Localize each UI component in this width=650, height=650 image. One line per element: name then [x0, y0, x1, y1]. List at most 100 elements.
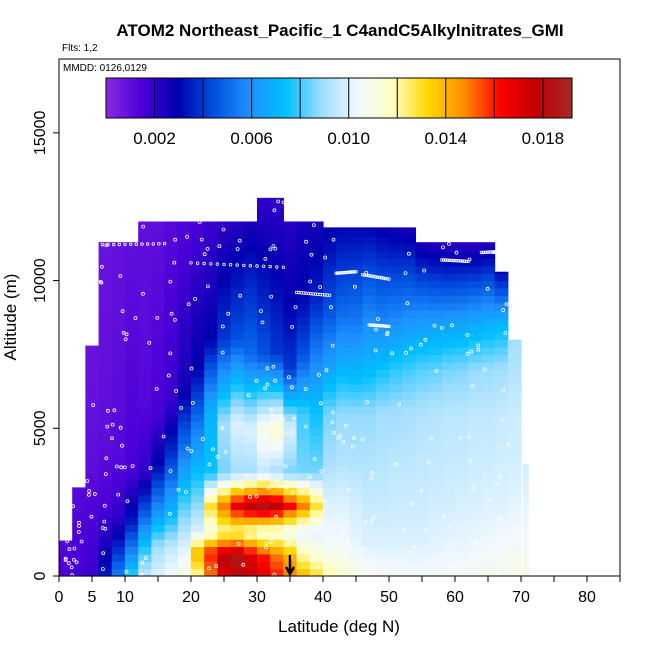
heatmap-cell: [428, 332, 443, 341]
heatmap-cell: [283, 428, 298, 437]
heatmap-cell: [428, 376, 443, 385]
heatmap-cell: [415, 265, 430, 274]
heatmap-cell: [164, 295, 179, 304]
sample-point: [248, 264, 253, 268]
heatmap-cell: [296, 265, 311, 274]
heatmap-cell: [336, 428, 350, 437]
heatmap-cell: [428, 398, 443, 407]
colorbar-step: [419, 78, 423, 118]
heatmap-cell: [151, 472, 166, 481]
sample-point: [147, 340, 152, 345]
colorbar-step: [551, 78, 555, 118]
heatmap-cell: [98, 479, 113, 488]
sample-point: [247, 535, 252, 540]
heatmap-cell: [111, 347, 126, 356]
heatmap-cell: [125, 265, 139, 274]
heatmap-cell: [349, 227, 364, 230]
heatmap-cell: [402, 324, 416, 333]
sample-point: [169, 311, 174, 316]
heatmap-cell: [270, 199, 284, 208]
heatmap-cell: [375, 494, 390, 503]
heatmap-cell: [217, 531, 232, 540]
heatmap-cell: [257, 221, 271, 230]
heatmap-cell: [415, 391, 430, 400]
heatmap-cell: [481, 332, 496, 341]
heatmap-cell: [349, 236, 364, 245]
heatmap-cell: [283, 487, 298, 496]
sample-point: [383, 276, 387, 281]
heatmap-cell: [138, 472, 152, 481]
sample-point: [89, 243, 93, 247]
sample-point: [161, 434, 166, 439]
colorbar-step: [253, 78, 257, 118]
heatmap-cell: [98, 361, 113, 370]
heatmap-cell: [494, 465, 509, 474]
heatmap-cell: [402, 479, 416, 488]
heatmap-cell: [98, 251, 113, 260]
heatmap-cell: [349, 369, 364, 378]
sample-point: [341, 532, 346, 537]
x-tick-label: 0: [55, 589, 64, 606]
heatmap-cell: [151, 295, 166, 304]
heatmap-cell: [415, 561, 430, 570]
heatmap-cell: [415, 251, 430, 260]
heatmap-cell: [204, 347, 218, 356]
sample-point: [469, 349, 474, 354]
sample-point: [185, 234, 190, 239]
heatmap-cell: [230, 413, 245, 422]
sample-point: [304, 239, 309, 244]
heatmap-cell: [494, 347, 509, 356]
heatmap-cell: [98, 243, 113, 252]
heatmap-cell: [336, 494, 350, 503]
sample-point: [458, 435, 463, 440]
heatmap-cell: [204, 332, 218, 341]
heatmap-cell: [455, 494, 469, 503]
heatmap-cell: [177, 465, 192, 474]
heatmap-cell: [177, 443, 192, 452]
heatmap-cell: [336, 273, 350, 282]
colorbar-step: [310, 78, 314, 118]
heatmap-cell: [270, 236, 284, 245]
sample-point: [207, 462, 212, 467]
heatmap-cell: [230, 398, 245, 407]
sample-point: [199, 237, 204, 242]
heatmap-cell: [230, 354, 245, 363]
heatmap-cell: [336, 258, 350, 267]
heatmap-cell: [349, 265, 364, 274]
heatmap-cell: [362, 339, 377, 348]
sample-point: [106, 242, 110, 247]
heatmap-cell: [468, 383, 482, 392]
heatmap-cell: [309, 435, 324, 444]
heatmap-cell: [494, 509, 509, 518]
heatmap-cell: [296, 361, 311, 370]
heatmap-cell: [481, 413, 496, 422]
sample-point: [345, 539, 350, 544]
sample-point: [498, 249, 502, 254]
heatmap-cell: [164, 354, 179, 363]
heatmap-cell: [111, 361, 126, 370]
sample-point: [426, 460, 431, 465]
sample-point: [449, 323, 454, 328]
heatmap-cell: [402, 502, 416, 511]
sample-point: [120, 309, 125, 314]
heatmap-cell: [230, 391, 245, 400]
heatmap-cell: [85, 345, 100, 348]
heatmap-cell: [138, 243, 152, 252]
heatmap-cell: [125, 324, 139, 333]
sample-point: [264, 545, 269, 550]
sample-point: [506, 442, 511, 447]
sample-point: [101, 567, 105, 571]
heatmap-cell: [138, 354, 152, 363]
heatmap-cell: [428, 450, 443, 459]
heatmap-cell: [481, 435, 496, 444]
heatmap-cell: [428, 295, 443, 304]
sample-point: [403, 271, 408, 276]
sample-point: [154, 386, 159, 391]
heatmap-cell: [283, 472, 298, 481]
sample-point: [176, 487, 181, 492]
heatmap-cell: [243, 317, 258, 326]
sample-point: [330, 343, 335, 348]
heatmap-cell: [164, 494, 179, 503]
sample-point: [220, 350, 225, 355]
